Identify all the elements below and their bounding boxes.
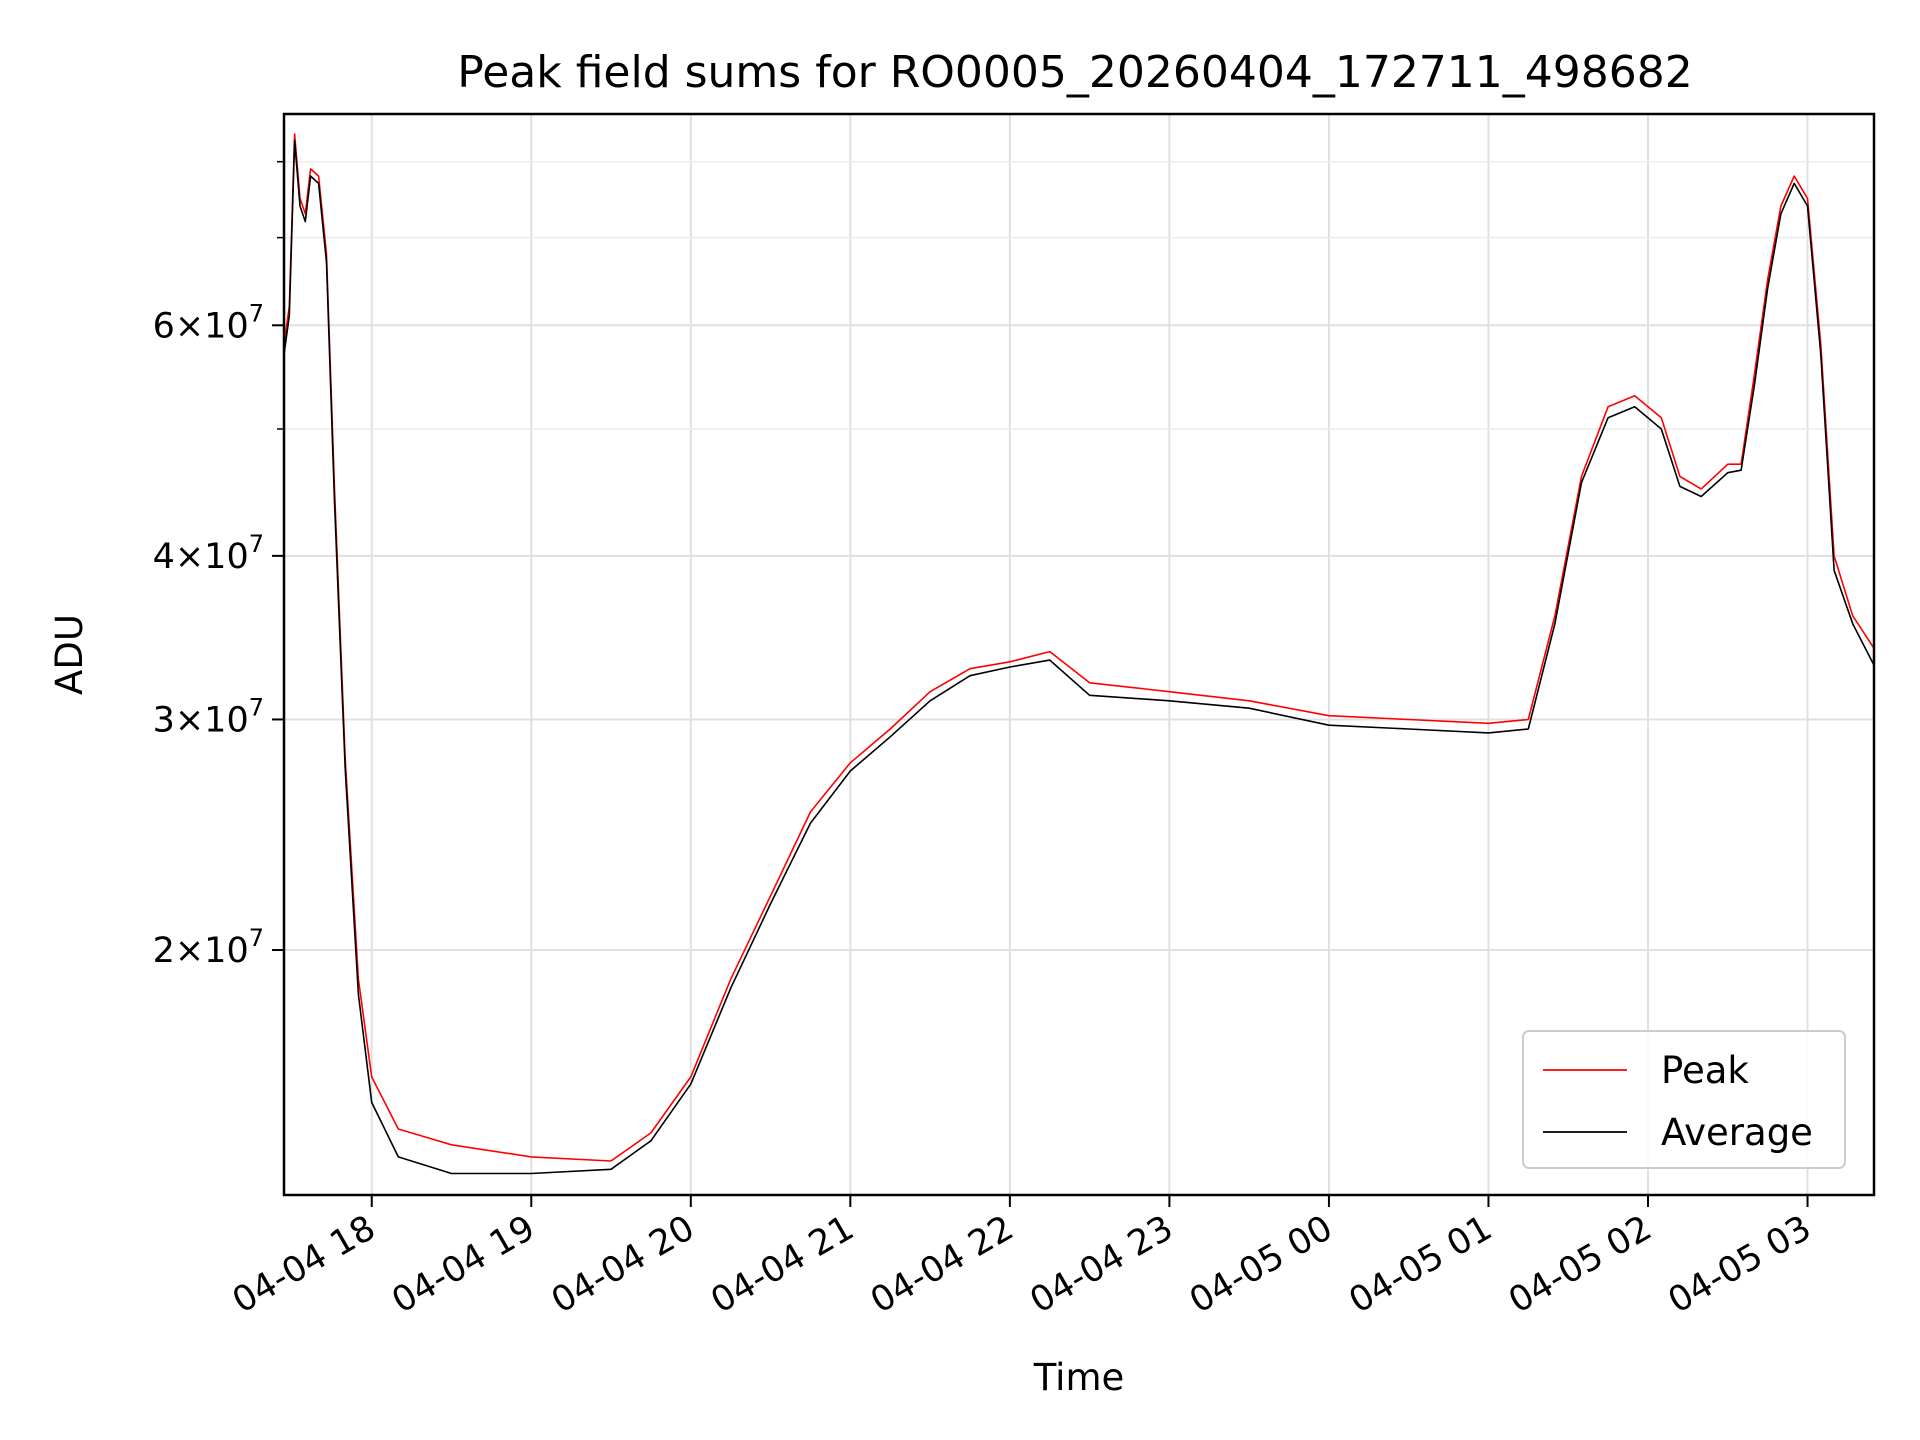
- y-tick-times: ×10: [175, 700, 249, 740]
- y-tick-exponent: 7: [249, 299, 264, 327]
- y-tick-exponent: 7: [249, 693, 264, 721]
- y-axis-label: ADU: [48, 614, 91, 695]
- series-layer: [283, 133, 1875, 1175]
- x-axis-label: Time: [1033, 1356, 1125, 1399]
- y-tick-exponent: 7: [249, 530, 264, 558]
- chart-title: Peak field sums for RO0005_20260404_1727…: [457, 47, 1693, 98]
- legend-label-average: Average: [1661, 1111, 1813, 1154]
- y-tick-label: 3×107: [153, 693, 264, 740]
- y-tick-mantissa: 3: [153, 700, 175, 740]
- legend: Peak Average: [1522, 1030, 1846, 1169]
- y-tick-times: ×10: [175, 306, 249, 346]
- plot-frame: [282, 112, 1876, 1197]
- y-tick-label: 2×107: [153, 924, 264, 971]
- y-tick-label: 4×107: [153, 530, 264, 577]
- y-tick-times: ×10: [175, 537, 249, 577]
- y-tick-mantissa: 6: [153, 306, 175, 346]
- legend-box: [1522, 1030, 1846, 1169]
- y-tick-label: 6×107: [153, 299, 264, 346]
- legend-label-peak: Peak: [1661, 1049, 1749, 1092]
- series-line-average: [283, 140, 1875, 1175]
- y-tick-times: ×10: [175, 931, 249, 971]
- plot-area: 04-04 18 04-04 19 04-04 20 04-04 21 04-04 22…: [153, 112, 1876, 1321]
- y-tick-mantissa: 4: [153, 537, 175, 577]
- grid-lines: [284, 114, 1874, 1195]
- y-tick-exponent: 7: [249, 924, 264, 952]
- y-tick-mantissa: 2: [153, 931, 175, 971]
- plot-background: [284, 114, 1874, 1195]
